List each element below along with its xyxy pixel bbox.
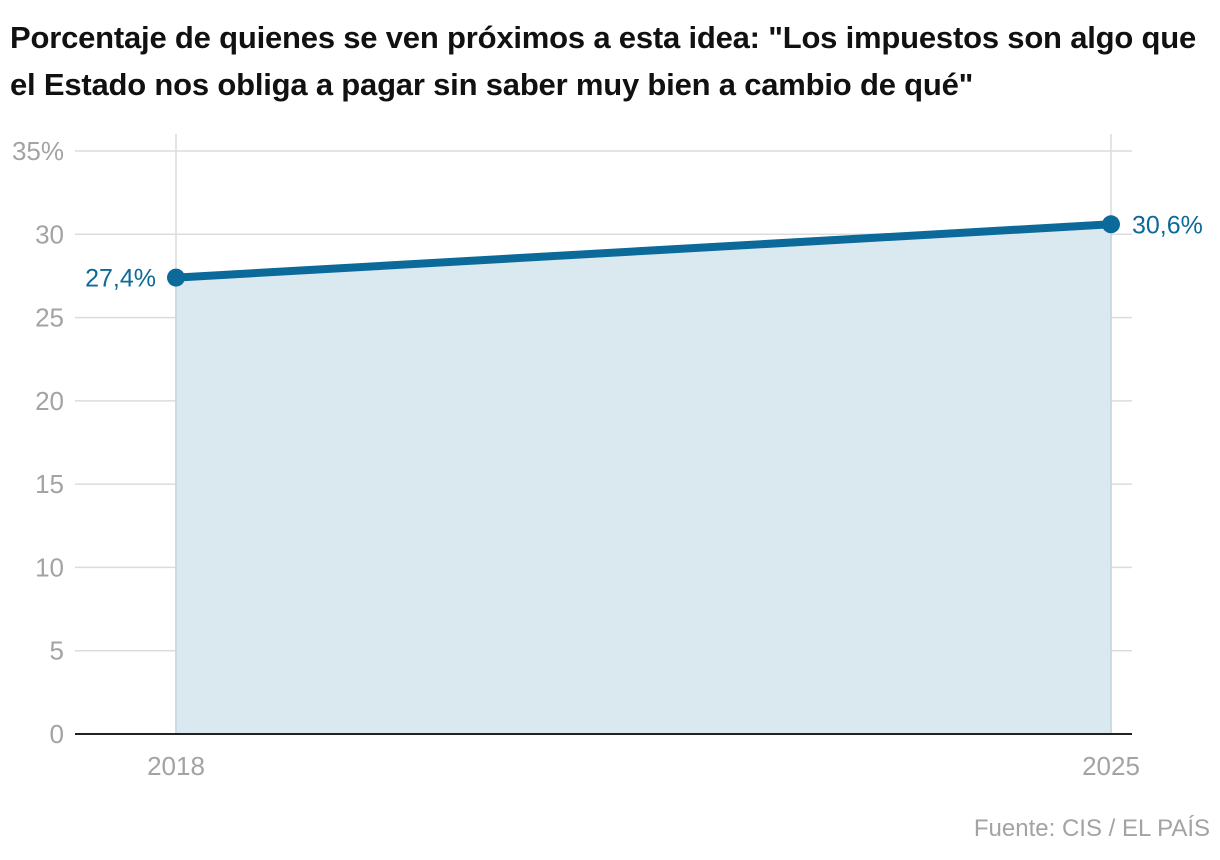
y-tick-label: 10: [35, 552, 64, 582]
data-label: 30,6%: [1132, 211, 1203, 239]
area-fill: [176, 224, 1111, 734]
chart-title: Porcentaje de quienes se ven próximos a …: [10, 20, 1197, 102]
data-point: [167, 268, 185, 287]
data-point: [1102, 215, 1120, 234]
y-tick-label: 15: [35, 469, 64, 499]
x-tick-label: 2025: [1082, 751, 1140, 781]
series-line-layer: [167, 215, 1120, 287]
x-tick-label: 2018: [147, 751, 205, 781]
y-tick-label: 0: [50, 719, 64, 749]
data-label: 27,4%: [85, 265, 156, 293]
series-line: [172, 220, 1115, 282]
y-tick-label: 25: [35, 303, 64, 333]
y-tick-label: 5: [50, 636, 64, 666]
area-fill-layer: [175, 224, 1112, 734]
source-note: Fuente: CIS / EL PAÍS: [973, 815, 1210, 842]
y-tick-label: 35%: [12, 136, 64, 166]
y-tick-label: 30: [35, 219, 64, 249]
y-tick-label: 20: [35, 386, 64, 416]
